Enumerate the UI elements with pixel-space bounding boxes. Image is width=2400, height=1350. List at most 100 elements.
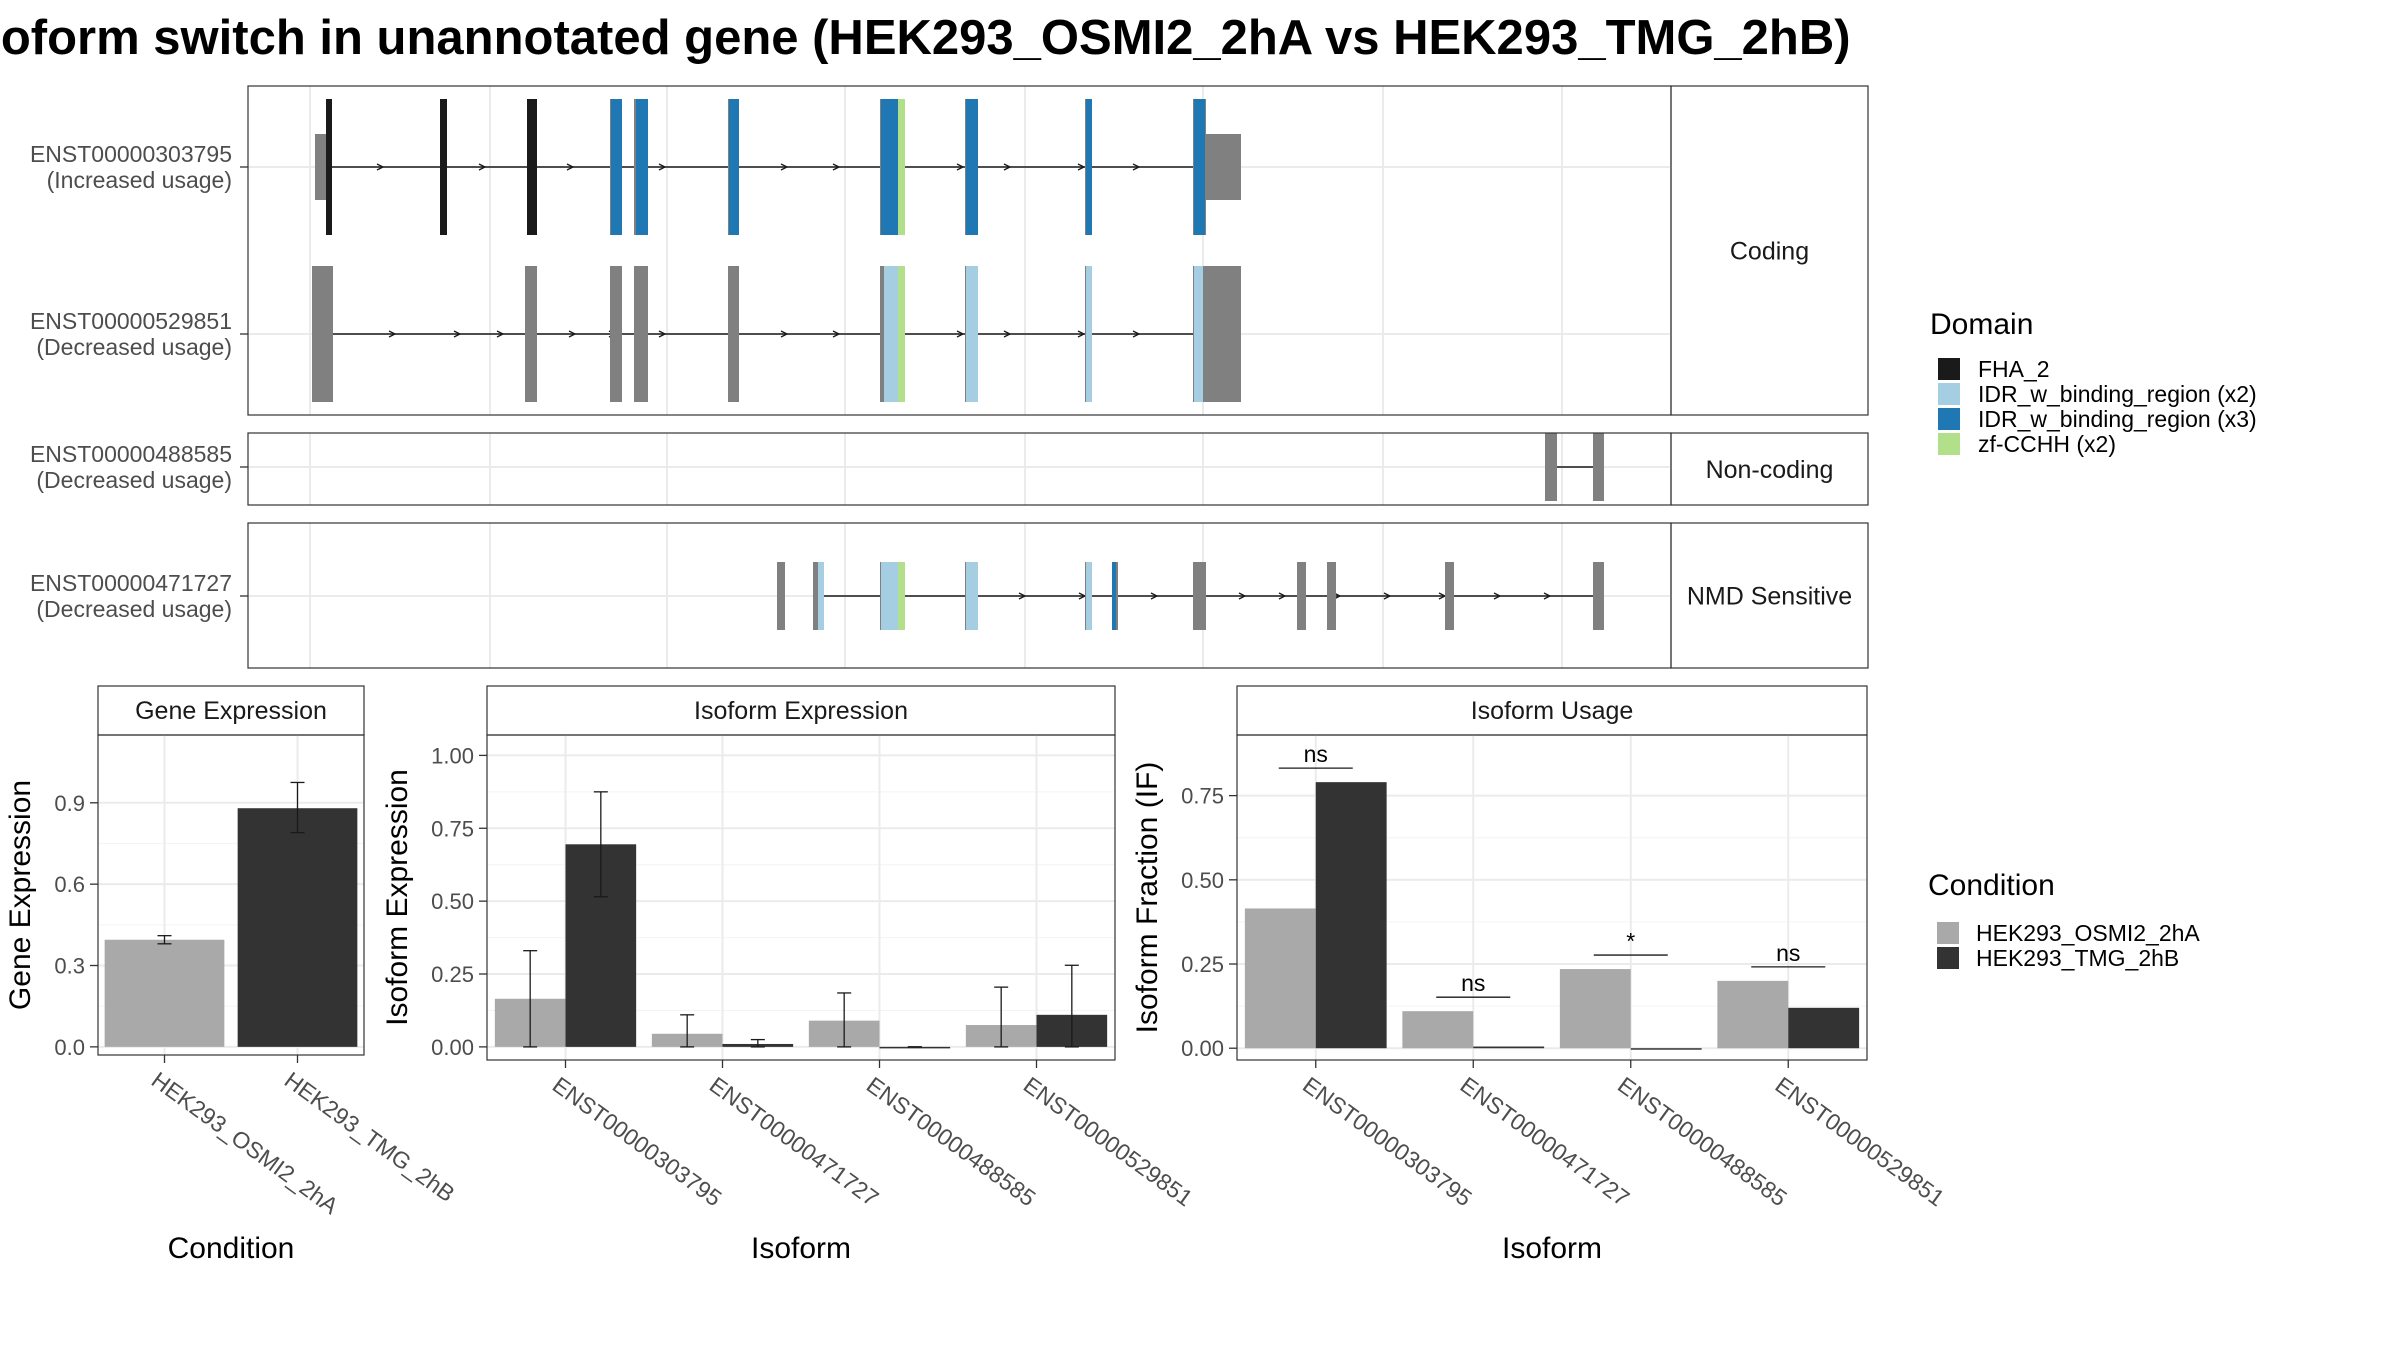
significance-label: ns — [1304, 741, 1328, 767]
strand-arrow — [1150, 592, 1159, 600]
strand-arrow — [568, 330, 577, 338]
strand-arrow — [1278, 592, 1287, 600]
exon — [312, 266, 333, 402]
domain-legend-label: IDR_w_binding_region (x3) — [1978, 406, 2257, 432]
strand-arrow — [376, 163, 385, 171]
exon — [1297, 562, 1306, 630]
strand-arrow — [658, 330, 667, 338]
domain-region — [884, 266, 898, 402]
transcript-id-label: ENST00000488585 — [30, 441, 232, 467]
domain-region — [1194, 266, 1203, 402]
strand-arrow — [1493, 592, 1502, 600]
facet-background — [248, 86, 1671, 415]
domain-region — [881, 99, 898, 235]
significance-label: ns — [1461, 970, 1485, 996]
y-axis-title: Isoform Expression — [381, 769, 414, 1026]
domain-region — [1086, 562, 1092, 630]
domain-region — [1086, 99, 1092, 235]
strand-arrow — [388, 330, 397, 338]
exon — [1203, 266, 1241, 402]
domain-region — [1086, 266, 1092, 402]
panel-border — [1236, 734, 1868, 1061]
domain-legend-key — [1938, 408, 1960, 430]
domain-region — [966, 562, 978, 630]
domain-region — [818, 562, 824, 630]
strand-arrow — [1003, 163, 1012, 171]
bar — [1315, 782, 1387, 1049]
strand-arrow — [566, 163, 575, 171]
domain-region — [898, 99, 905, 235]
domain-legend-key — [1938, 358, 1960, 380]
bar — [1559, 969, 1631, 1049]
domain-legend-title: Domain — [1930, 308, 2033, 341]
facet-border — [247, 85, 1672, 416]
x-tick-label: ENST00000471727 — [705, 1071, 884, 1211]
exon — [1193, 562, 1206, 630]
strand-arrow — [832, 330, 841, 338]
domain-region — [966, 99, 978, 235]
title-clip-mask — [1870, 0, 2400, 80]
y-tick-label: 0.9 — [54, 791, 85, 816]
domain-region — [729, 99, 739, 235]
y-tick-label: 0.3 — [54, 954, 85, 979]
domain-region — [440, 99, 447, 235]
strand-arrow — [1077, 330, 1086, 338]
facet-border — [247, 432, 1672, 506]
isoform-expression-panel: Isoform ExpressionENST00000303795ENST000… — [381, 685, 1198, 1265]
bar — [1402, 1011, 1474, 1049]
x-axis-title: Isoform — [751, 1232, 851, 1265]
domain-region — [898, 266, 905, 402]
bar — [237, 808, 358, 1047]
condition-legend-key — [1937, 947, 1959, 969]
domain-legend-label: IDR_w_binding_region (x2) — [1978, 381, 2257, 407]
domain-region — [966, 266, 978, 402]
transcript-id-label: ENST00000471727 — [30, 570, 232, 596]
y-tick-label: 0.75 — [1181, 784, 1224, 809]
y-tick-label: 0.50 — [431, 889, 474, 914]
transcript-structure-panel: Coding Non-coding NMD Sensitive ENST0000030… — [30, 85, 1869, 669]
domain-legend-label: FHA_2 — [1978, 356, 2050, 382]
bar — [1630, 1048, 1702, 1050]
transcript-id-label: ENST00000529851 — [30, 308, 232, 334]
x-tick-label: ENST00000303795 — [1298, 1071, 1477, 1211]
exon — [634, 266, 648, 402]
domain-region — [898, 562, 905, 630]
strand-arrow — [1077, 163, 1086, 171]
y-tick-label: 0.00 — [1181, 1036, 1224, 1061]
x-tick-label: ENST00000488585 — [862, 1071, 1041, 1211]
y-tick-label: 0.75 — [431, 816, 474, 841]
x-tick-label: ENST00000488585 — [1613, 1071, 1792, 1211]
y-tick-label: 0.25 — [1181, 952, 1224, 977]
transcript-usage-label: (Decreased usage) — [36, 467, 232, 493]
condition-legend-key — [1937, 922, 1959, 944]
condition-legend-label: HEK293_OSMI2_2hA — [1976, 920, 2200, 946]
panel-strip — [97, 685, 365, 736]
x-tick-label: ENST00000529851 — [1771, 1071, 1950, 1211]
domain-region — [881, 562, 898, 630]
panel-title: Gene Expression — [135, 697, 327, 725]
transcript-usage-label: (Decreased usage) — [36, 596, 232, 622]
transcript-usage-label: (Increased usage) — [47, 167, 232, 193]
bar — [104, 939, 225, 1047]
y-tick-label: 0.50 — [1181, 868, 1224, 893]
condition-legend-title: Condition — [1928, 869, 2055, 902]
facet-background — [248, 433, 1671, 505]
strand-arrow — [780, 163, 789, 171]
bar — [1717, 980, 1789, 1049]
panel-strip — [1236, 685, 1868, 736]
domain-region — [611, 99, 622, 235]
strand-arrow — [658, 163, 667, 171]
transcript-usage-label: (Decreased usage) — [36, 334, 232, 360]
strand-arrow — [453, 330, 462, 338]
strand-arrow — [1383, 592, 1392, 600]
bar — [1788, 1007, 1860, 1049]
strand-arrow — [1238, 592, 1247, 600]
exon — [813, 562, 820, 630]
domain-legend-label: zf-CCHH (x2) — [1978, 431, 2116, 457]
y-tick-label: 0.0 — [54, 1035, 85, 1060]
strand-arrow — [956, 330, 965, 338]
transcript-id-label: ENST00000303795 — [30, 141, 232, 167]
exon — [728, 266, 739, 402]
